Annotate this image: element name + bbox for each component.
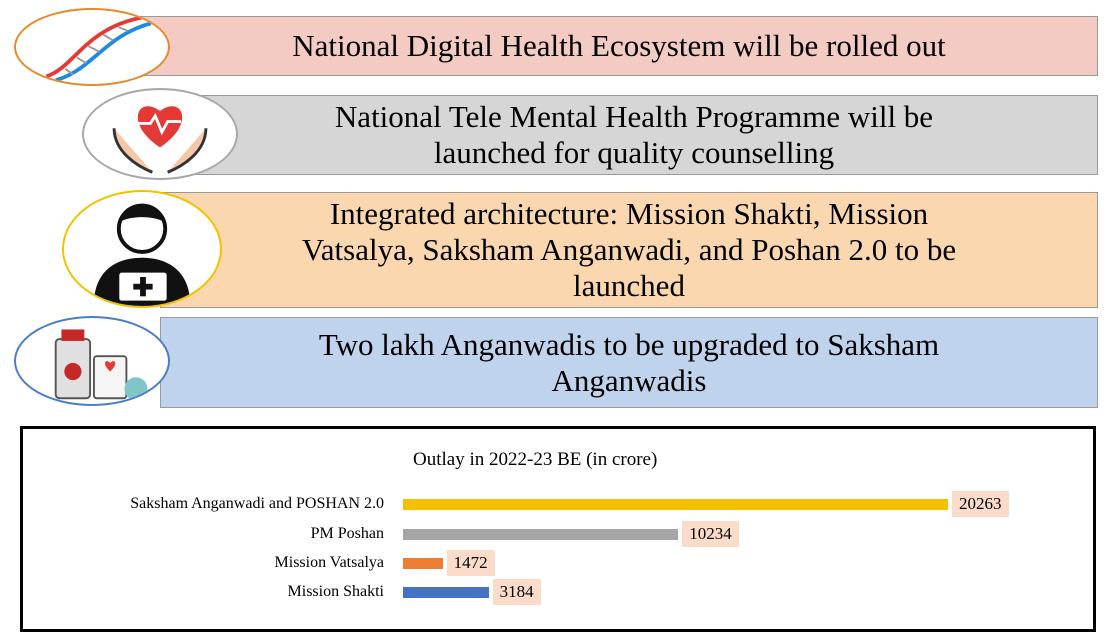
banner-text-line: launched for quality counselling [433,135,835,170]
data-label: 10234 [682,521,739,547]
medical-supplies-icon [14,316,170,406]
dna-icon [14,8,170,86]
category-label: PM Poshan [310,525,384,542]
category-label: Mission Shakti [287,583,384,600]
chart-row: PM Poshan 10234 [23,521,1093,547]
chart-title: Outlay in 2022-23 BE (in crore) [413,449,658,470]
data-label: 3184 [492,579,541,605]
banner-anganwadi-upgrade: Two lakh Anganwadis to be upgraded to Sa… [160,317,1098,408]
category-label: Mission Vatsalya [274,554,384,571]
bar [403,558,443,569]
banner-text-line: Integrated architecture: Mission Shakti,… [329,196,929,231]
bar [403,529,679,540]
chart-row: Mission Vatsalya 1472 [23,550,1093,576]
data-label: 1472 [446,550,495,576]
banner-digital-health: National Digital Health Ecosystem will b… [140,16,1098,76]
banner-text-line: launched [573,268,685,303]
banner-text-line: Two lakh Anganwadis to be upgraded to Sa… [318,326,940,362]
banner-text-line: Vatsalya, Saksham Anganwadi, and Poshan … [301,232,957,267]
banner-tele-mental-health: National Tele Mental Health Programme wi… [170,95,1098,175]
outlay-chart: Outlay in 2022-23 BE (in crore) Saksham … [20,426,1096,632]
heart-hands-icon [82,88,238,180]
chart-row: Saksham Anganwadi and POSHAN 2.0 20263 [23,491,1093,517]
doctor-icon [62,190,222,308]
banner-text-line: Anganwadis [551,362,707,398]
banner-text-line: National Tele Mental Health Programme wi… [334,99,934,134]
bar [403,499,948,510]
banner-integrated-architecture: Integrated architecture: Mission Shakti,… [160,192,1098,308]
data-label: 20263 [952,491,1009,517]
category-label: Saksham Anganwadi and POSHAN 2.0 [130,495,384,512]
bar [403,587,489,598]
banner-text-line: National Digital Health Ecosystem will b… [292,28,946,63]
chart-row: Mission Shakti 3184 [23,579,1093,605]
